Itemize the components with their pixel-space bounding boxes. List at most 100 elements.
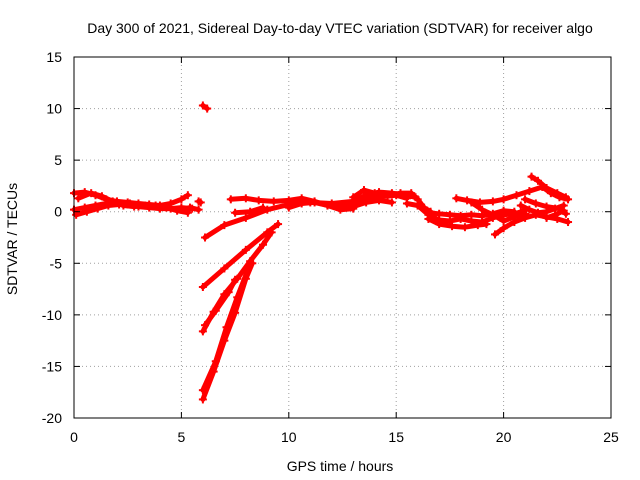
chart-title: Day 300 of 2021, Sidereal Day-to-day VTE…	[87, 20, 593, 36]
data-point	[198, 327, 207, 336]
series-track-t	[415, 203, 517, 219]
x-axis-title: GPS time / hours	[287, 458, 394, 474]
data-point	[248, 259, 257, 268]
data-point	[375, 196, 384, 205]
data-point	[467, 210, 476, 219]
x-tick-label: 25	[603, 429, 619, 445]
data-point	[525, 205, 534, 214]
data-point	[177, 205, 186, 214]
data-point	[115, 200, 124, 209]
data-point	[104, 201, 113, 210]
data-point	[231, 275, 240, 284]
data-point	[456, 211, 465, 220]
data-point	[211, 357, 220, 366]
data-point	[201, 233, 210, 242]
data-point	[531, 199, 540, 208]
x-tick-label: 10	[281, 429, 297, 445]
data-point	[445, 210, 454, 219]
data-point	[233, 293, 242, 302]
data-point	[499, 216, 508, 225]
data-point	[246, 207, 255, 216]
data-point	[370, 189, 379, 198]
data-point	[259, 240, 268, 249]
data-point	[553, 189, 562, 198]
data-point	[460, 223, 469, 232]
data-point	[87, 189, 96, 198]
data-point	[310, 198, 319, 207]
data-point	[488, 210, 497, 219]
x-tick-label: 15	[388, 429, 404, 445]
data-point	[130, 202, 139, 211]
data-point	[488, 197, 497, 206]
data-point	[284, 196, 293, 205]
data-point	[198, 283, 207, 292]
data-point	[284, 203, 293, 212]
data-point	[338, 202, 347, 211]
y-axis-title: SDTVAR / TECUs	[4, 183, 20, 295]
data-point	[185, 203, 194, 212]
data-point	[402, 199, 411, 208]
data-point	[475, 198, 484, 207]
data-point	[499, 195, 508, 204]
data-point	[82, 207, 91, 216]
data-point	[482, 220, 491, 229]
data-point	[274, 220, 283, 229]
data-point	[510, 218, 519, 227]
data-point	[467, 198, 476, 207]
data-point	[516, 201, 525, 210]
data-point	[542, 213, 551, 222]
data-point	[183, 191, 192, 200]
data-point	[267, 228, 276, 237]
data-point	[241, 194, 250, 203]
data-point	[435, 209, 444, 218]
series-layer	[70, 101, 573, 404]
data-point	[512, 191, 521, 200]
data-point	[151, 201, 160, 210]
data-point	[254, 196, 263, 205]
y-tick-label: -20	[42, 410, 62, 426]
data-point	[542, 202, 551, 211]
data-point	[201, 321, 210, 330]
data-point	[452, 194, 461, 203]
data-point	[93, 204, 102, 213]
data-point	[220, 264, 229, 273]
data-point	[527, 172, 536, 181]
data-point	[424, 214, 433, 223]
data-point	[473, 221, 482, 230]
data-point	[396, 189, 405, 198]
plot-frame	[73, 56, 612, 419]
data-point	[413, 201, 422, 210]
data-point	[463, 196, 472, 205]
data-point	[194, 205, 203, 214]
data-point	[559, 206, 568, 215]
data-point	[196, 198, 205, 207]
y-tick-label: 15	[46, 49, 62, 65]
data-point	[407, 189, 416, 198]
data-point	[241, 213, 250, 222]
y-tick-label: 0	[54, 204, 62, 220]
data-point	[349, 204, 358, 213]
data-point	[561, 193, 570, 202]
data-point	[211, 306, 220, 315]
data-point	[478, 205, 487, 214]
data-point	[263, 205, 272, 214]
data-point	[198, 386, 207, 395]
data-point	[198, 101, 207, 110]
series-track-m	[202, 277, 238, 328]
x-tick-label: 0	[70, 429, 78, 445]
data-point	[323, 201, 332, 210]
axes-layer: 0 5 10 15 20 25 -20 -15 -10 -5 0 5 10 15	[42, 49, 619, 445]
data-point	[259, 203, 268, 212]
x-tick-label: 5	[178, 429, 186, 445]
data-point	[525, 187, 534, 196]
data-point	[491, 230, 500, 239]
data-point	[359, 186, 368, 195]
data-point	[499, 206, 508, 215]
data-point	[220, 221, 229, 230]
data-point	[297, 199, 306, 208]
data-point	[387, 198, 396, 207]
data-point	[533, 208, 542, 217]
data-point	[448, 222, 457, 231]
